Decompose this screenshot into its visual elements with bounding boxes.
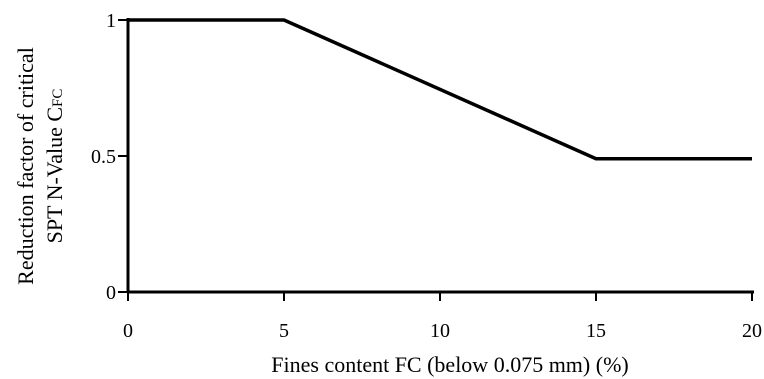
x-tick-label: 20 [742,320,762,342]
y-tick-label: 0 [106,282,116,304]
y-axis-label: Reduction factor of critical SPT N-Value… [13,47,67,285]
x-tick-label: 10 [430,320,450,342]
y-ticks: 00.51 [91,10,128,304]
x-tick-label: 15 [586,320,606,342]
y-axis-label-subscript: FC [50,89,66,107]
y-axis-label-main: SPT N-Value C [42,107,67,244]
series-group [128,18,752,161]
y-axis-label-line-1: Reduction factor of critical [13,47,38,285]
x-axis-label: Fines content FC (below 0.075 mm) (%) [271,352,628,377]
x-ticks: 0 5 10 15 20 [123,292,762,342]
x-tick-label: 5 [279,320,289,342]
y-tick-label: 0.5 [91,146,116,168]
y-tick-label: 1 [106,10,116,32]
series-line [128,18,752,161]
plot-area: 0 5 10 15 20 00.51 [91,10,762,342]
y-axis-label-line-2: SPT N-Value CFC [42,89,67,244]
x-tick-label: 0 [123,320,133,342]
